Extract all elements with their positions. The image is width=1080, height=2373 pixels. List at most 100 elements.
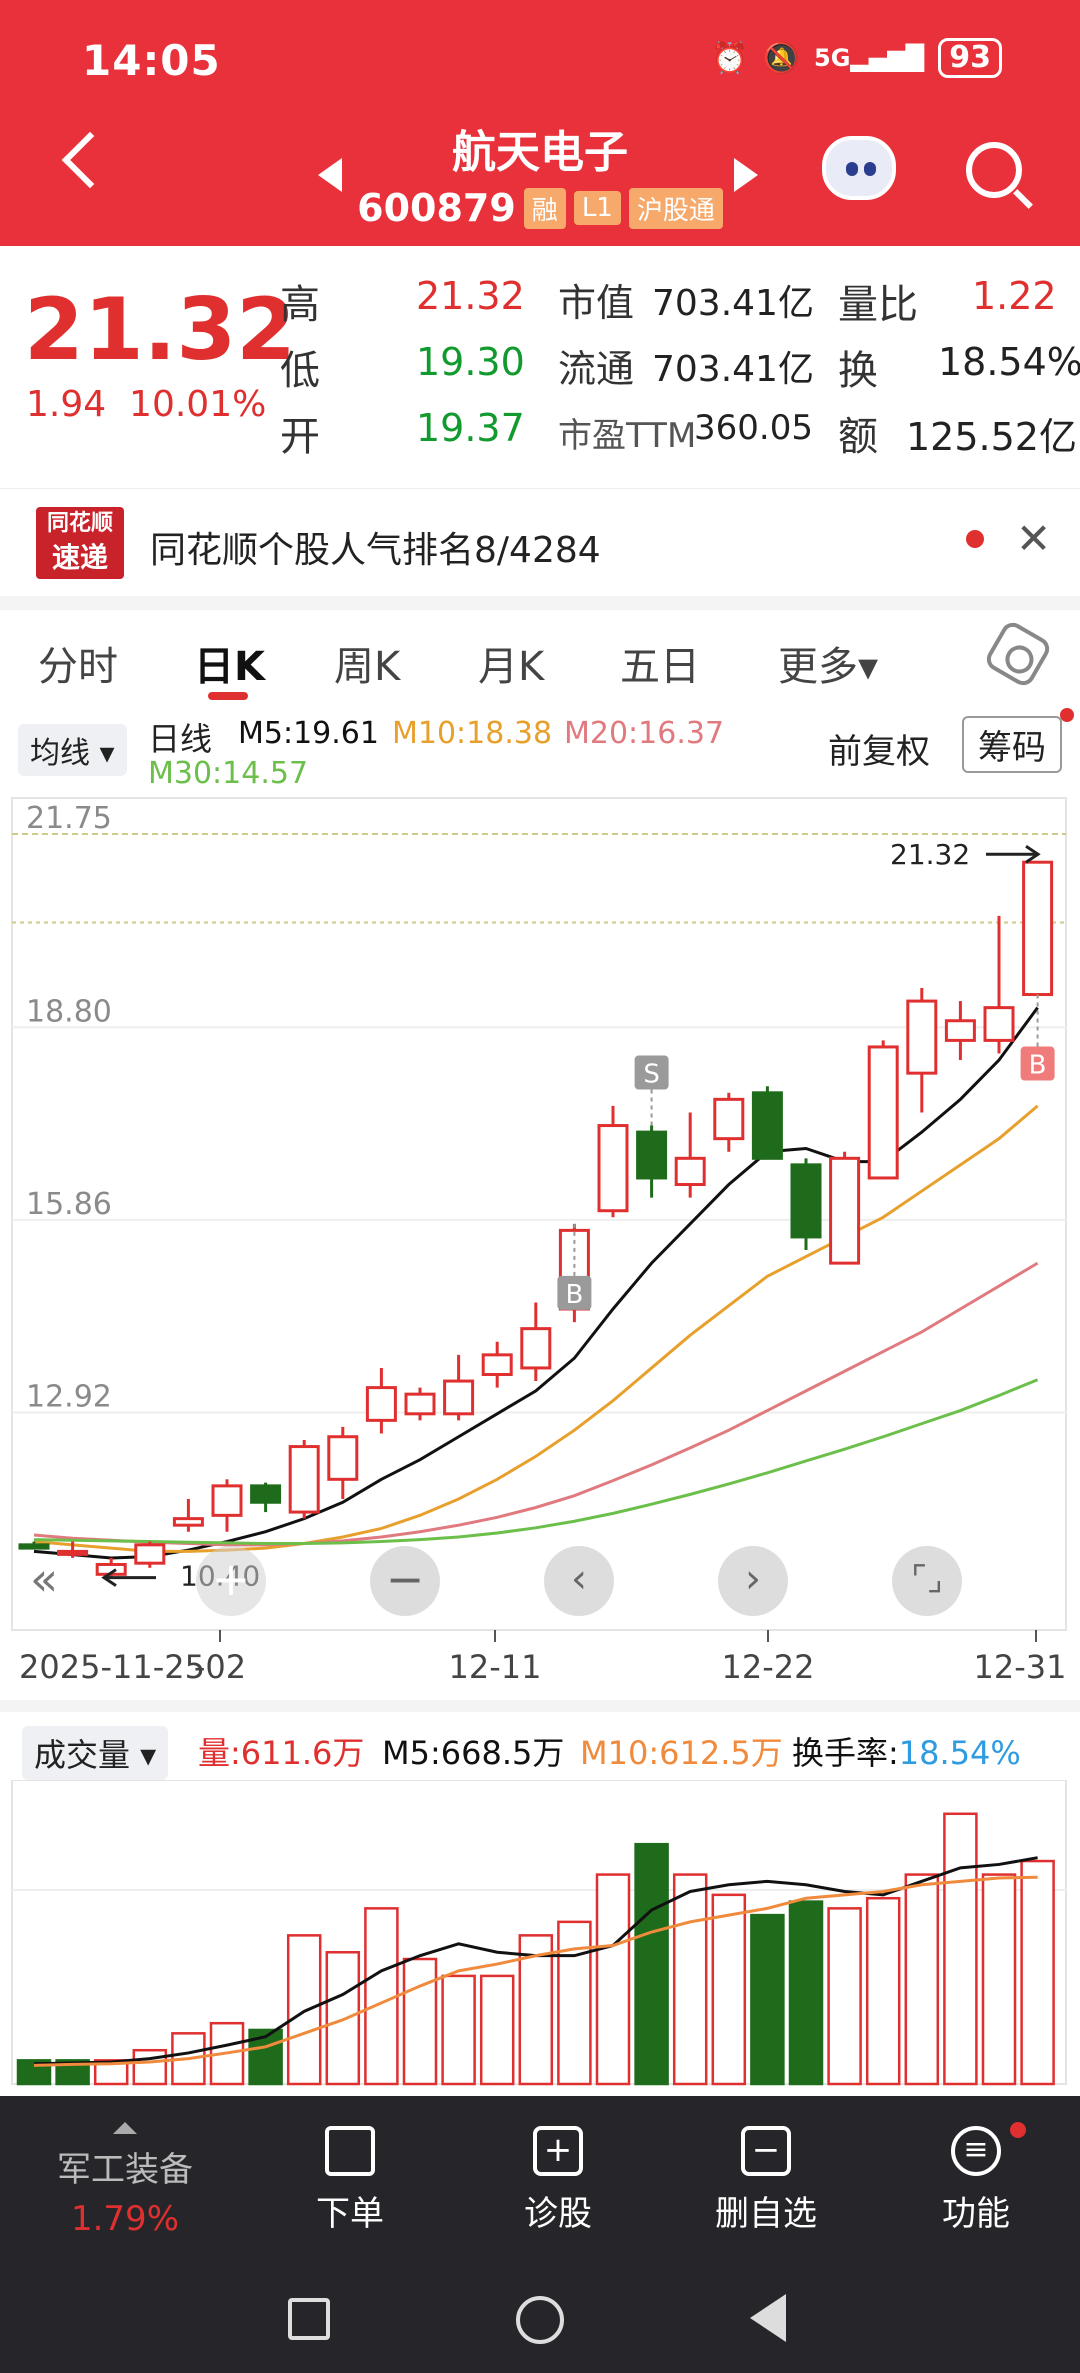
candle-body [674, 1156, 706, 1187]
sector-name: 军工装备 [57, 2149, 193, 2190]
candle-body [829, 1156, 861, 1265]
tag-margin: 融 [523, 187, 566, 229]
tab-weekly-k[interactable]: 周K [334, 644, 401, 690]
pe-label: 市盈TTM [558, 416, 697, 456]
home-icon[interactable] [516, 2296, 564, 2344]
candle-body [713, 1097, 745, 1141]
expand-up-icon [113, 2121, 137, 2134]
scroll-left-fast-icon[interactable]: « [30, 1552, 59, 1606]
tab-intraday[interactable]: 分时 [38, 644, 118, 690]
volume-bar [750, 1913, 785, 2086]
kline-chart[interactable]: 12.92 15.86 18.80 21.75 2025-11-25-02 12-11 1… [0, 790, 1080, 1690]
volume-bar [595, 1873, 631, 2086]
order-button[interactable]: 下单 [270, 2096, 430, 2264]
stock-name: 航天电子 [452, 127, 628, 178]
zoom-in-icon[interactable]: + [196, 1546, 266, 1616]
tab-daily-k[interactable]: 日K [194, 644, 265, 690]
adjust-label[interactable]: 前复权 [828, 732, 930, 772]
volume-bar [943, 1812, 978, 2086]
diagnose-icon: + [533, 2125, 583, 2176]
y-tick-label: 18.80 [26, 994, 112, 1029]
volume-chart[interactable] [0, 1780, 1080, 2096]
sell-marker-box [634, 1055, 669, 1090]
candle-body [520, 1327, 552, 1370]
volratio-value: 1.22 [972, 274, 1057, 318]
y-tick-label: 15.86 [26, 1187, 112, 1222]
volume-bar [518, 1934, 554, 2086]
alarm-icon: ⏰ [711, 40, 749, 76]
assistant-robot-icon[interactable] [822, 136, 896, 200]
sector-indicator[interactable]: 军工装备 1.79% [0, 2096, 250, 2264]
y-tick-label: 12.92 [26, 1380, 112, 1415]
candle-body [944, 1019, 976, 1042]
sell-marker-label: S [643, 1060, 660, 1090]
low-label: 低 [280, 348, 320, 394]
popularity-banner[interactable]: 同花顺 速递 同花顺个股人气排名8/4284 [0, 488, 1080, 596]
volume-bar [904, 1873, 940, 2086]
volume-bar [325, 1951, 361, 2086]
volume-bar [364, 1907, 399, 2086]
candle-body [18, 1543, 50, 1550]
fullscreen-icon[interactable]: ⌜⌟ [892, 1546, 962, 1616]
tab-monthly-k[interactable]: 月K [478, 644, 545, 690]
ma-dropdown[interactable]: 均线 ▾ [18, 724, 127, 776]
x-tick-label: 12-31 [974, 1648, 1067, 1686]
back-icon[interactable] [750, 2294, 786, 2342]
volratio-label: 量比 [838, 282, 918, 328]
candle-body [57, 1549, 89, 1556]
amount-value: 125.52亿 [906, 415, 1077, 459]
volume-dropdown[interactable]: 成交量 ▾ [22, 1726, 169, 1780]
recents-icon[interactable] [288, 2298, 330, 2340]
next-stock-icon[interactable] [734, 158, 758, 192]
menu-icon: ≡ [951, 2125, 1001, 2176]
buy-marker-label: B [565, 1280, 583, 1310]
volume-bar [634, 1842, 669, 2086]
remove-watchlist-label: 删自选 [715, 2193, 817, 2234]
function-button[interactable]: ≡ 功能 [896, 2096, 1056, 2264]
tab-five-day[interactable]: 五日 [620, 644, 700, 690]
buy-marker-latest-label: B [1029, 1051, 1047, 1081]
diagnose-label: 诊股 [524, 2193, 592, 2234]
tag-level: L1 [573, 191, 621, 225]
function-dot [1010, 2122, 1026, 2138]
search-icon[interactable] [966, 142, 1022, 198]
volume-bar [55, 2059, 90, 2086]
divider [0, 1700, 1080, 1712]
order-icon [325, 2125, 375, 2176]
candle-body [906, 999, 938, 1075]
candle-body [983, 1006, 1015, 1042]
close-icon[interactable]: ✕ [1016, 514, 1052, 563]
status-time: 14:05 [82, 36, 221, 85]
volume-bar [209, 2021, 245, 2086]
stock-code-row: 600879 融 L1 沪股通 [0, 186, 1080, 230]
popularity-rank-text: 同花顺个股人气排名8/4284 [150, 530, 601, 571]
high-price-marker: 21.32 [890, 838, 970, 871]
pan-right-icon[interactable]: › [718, 1546, 788, 1616]
volume-bar [981, 1873, 1017, 2086]
volume-value: 量:611.6万 [198, 1734, 365, 1772]
divider [0, 596, 1080, 610]
remove-watchlist-button[interactable]: − 删自选 [686, 2096, 846, 2264]
stock-code: 600879 [357, 186, 516, 230]
volume-bar [479, 1974, 515, 2086]
last-price: 21.32 [24, 280, 297, 380]
volume-bar [672, 1873, 708, 2086]
chips-button[interactable]: 筹码 [962, 716, 1062, 773]
zoom-out-icon[interactable]: − [370, 1546, 440, 1616]
volume-bar [93, 2059, 129, 2086]
prev-stock-icon[interactable] [318, 158, 342, 192]
mktcap-value: 703.41亿 [652, 283, 814, 324]
open-label: 开 [280, 414, 320, 460]
tab-more[interactable]: 更多▾ [778, 644, 879, 690]
ma20-line [33, 1261, 1039, 1547]
x-tick-label: 2025-11-25 [19, 1648, 205, 1686]
pan-left-icon[interactable]: ‹ [544, 1546, 614, 1616]
volume-bar [441, 1974, 476, 2086]
y-tick-label: 21.75 [26, 801, 112, 836]
candle-body [365, 1386, 397, 1422]
candle-body [288, 1445, 320, 1514]
remove-icon: − [741, 2125, 791, 2176]
volume-ma10-line [33, 1875, 1038, 2067]
diagnose-button[interactable]: + 诊股 [478, 2096, 638, 2264]
status-icons: ⏰ 🔕 5G▂▄▆█ 93 [711, 38, 1002, 78]
